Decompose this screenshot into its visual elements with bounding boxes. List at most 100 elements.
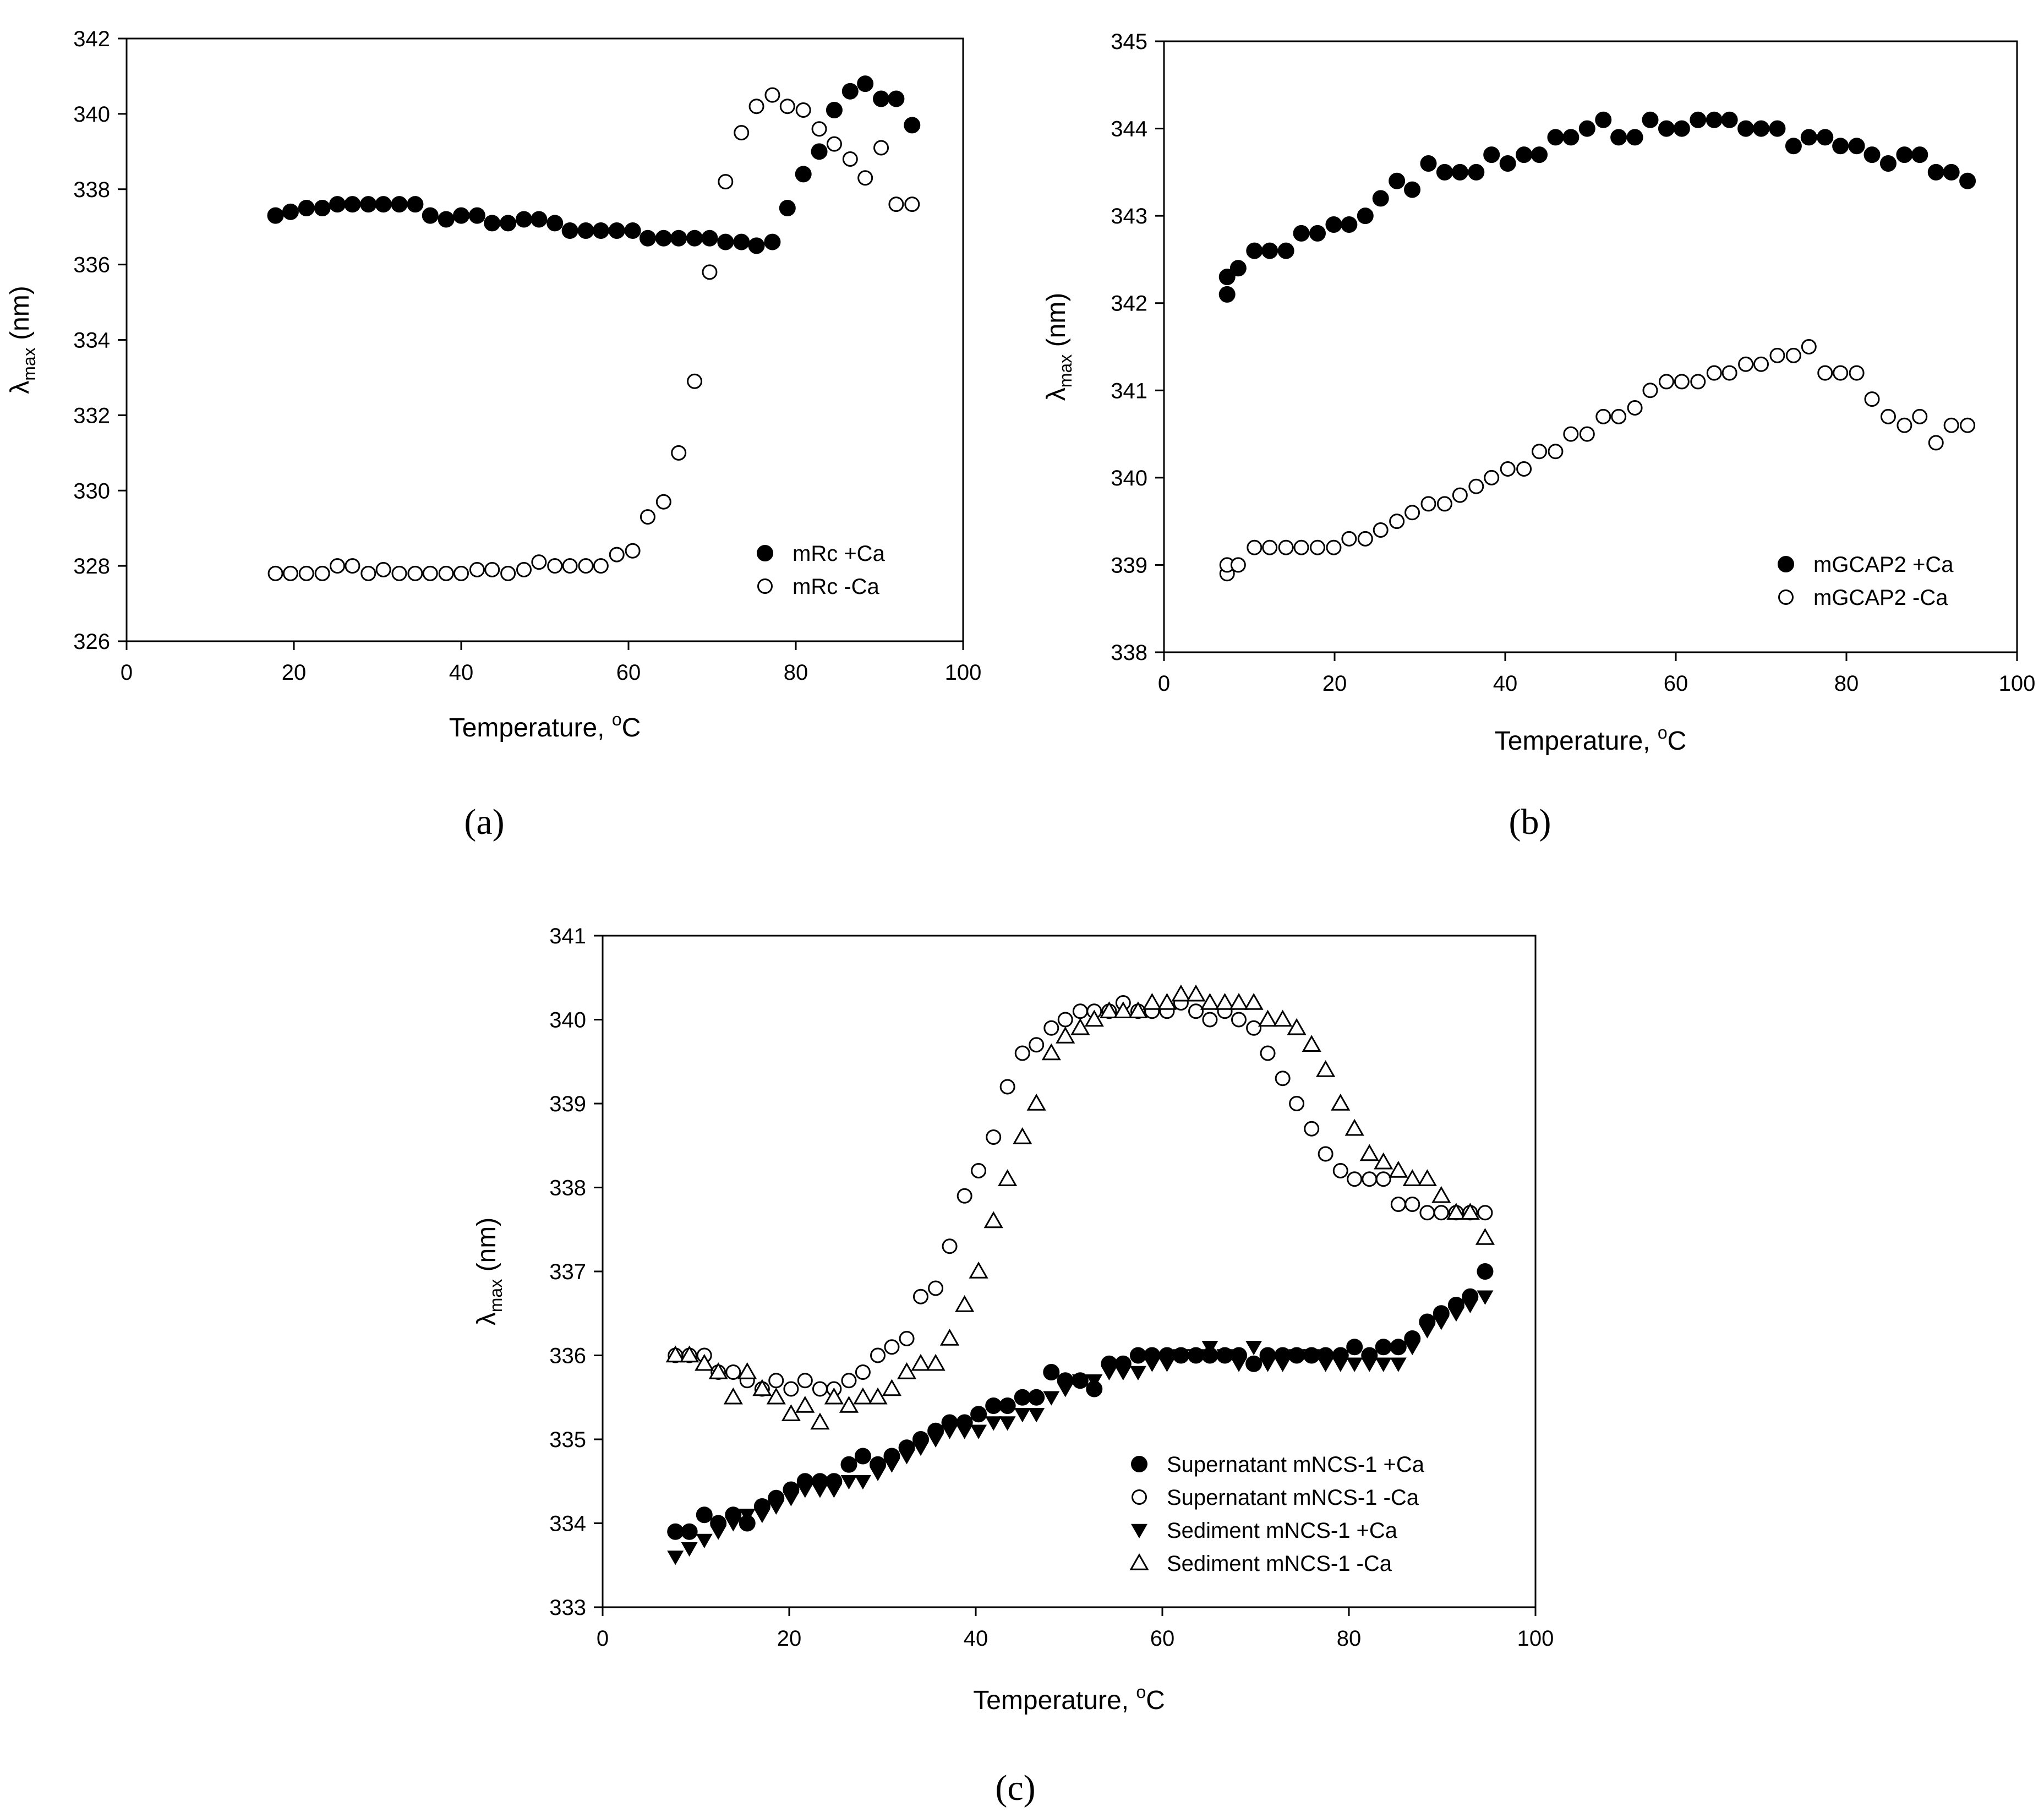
legend-marker — [757, 578, 773, 594]
data-point — [1690, 374, 1706, 390]
data-point — [1832, 138, 1849, 155]
data-point — [795, 166, 812, 183]
data-point — [904, 196, 920, 212]
data-point — [1278, 539, 1294, 555]
data-point — [857, 170, 873, 186]
data-point — [1402, 1169, 1422, 1186]
data-point — [593, 558, 609, 574]
data-point — [1246, 242, 1263, 259]
data-point — [999, 1079, 1015, 1095]
y-tick-label: 340 — [549, 1008, 586, 1033]
data-point — [702, 264, 718, 280]
data-point — [873, 90, 890, 107]
data-point — [1532, 444, 1547, 460]
data-point — [1332, 1357, 1349, 1372]
legend-label: mGCAP2 -Ca — [1813, 586, 1948, 610]
x-axis-title-unit: C — [1146, 1686, 1165, 1715]
data-point — [842, 151, 858, 167]
series-supernatant-mncs-1-ca — [668, 995, 1493, 1397]
data-point — [696, 1506, 713, 1524]
data-point — [1927, 163, 1944, 181]
data-point — [927, 1433, 944, 1448]
y-tick-label: 335 — [549, 1428, 586, 1452]
y-tick-label: 330 — [73, 479, 110, 503]
x-tick-label: 40 — [449, 660, 474, 685]
data-point — [1188, 1003, 1204, 1019]
data-point — [1316, 1060, 1336, 1077]
data-point — [1293, 539, 1309, 555]
data-point — [768, 1500, 785, 1515]
data-point — [1436, 496, 1452, 512]
data-point — [1484, 469, 1500, 485]
data-point — [577, 222, 594, 239]
panel-label: (b) — [1509, 802, 1551, 842]
x-axis-title-unit: C — [622, 713, 641, 743]
data-point — [1230, 1357, 1247, 1372]
data-point — [783, 1381, 799, 1397]
data-point — [1420, 496, 1436, 512]
chart-panel-c: 0 20 40 60 80 100 333 334 335 336 337 338 339 340 341 T… — [472, 924, 1554, 1808]
x-tick-label: 40 — [1493, 671, 1518, 696]
series-mrc-ca — [267, 75, 921, 254]
data-point — [468, 207, 485, 224]
data-point — [422, 565, 438, 581]
legend: mRc +Ca mRc -Ca — [757, 542, 886, 599]
x-axis-title-text: Temperature, — [1495, 727, 1658, 756]
data-point — [857, 75, 874, 92]
data-point — [1595, 111, 1612, 128]
data-point — [1260, 1045, 1276, 1061]
data-point — [1200, 992, 1220, 1010]
data-point — [1129, 1347, 1146, 1364]
data-point — [1468, 478, 1484, 494]
data-point — [1029, 1037, 1045, 1053]
data-point — [1218, 286, 1236, 303]
legend-marker — [1129, 1553, 1149, 1570]
data-point — [1896, 146, 1913, 163]
data-point — [1070, 1018, 1090, 1035]
panel-label: (a) — [464, 802, 504, 842]
data-point — [531, 211, 548, 228]
data-point — [1642, 383, 1658, 398]
data-point — [1215, 992, 1235, 1010]
legend-label: mRc -Ca — [793, 575, 880, 599]
data-point — [1331, 1093, 1351, 1111]
data-point — [701, 230, 718, 247]
data-point — [1346, 1339, 1363, 1356]
data-point — [1531, 146, 1548, 163]
data-point — [1578, 120, 1595, 137]
data-point — [687, 373, 703, 389]
data-point — [1753, 120, 1769, 137]
data-point — [1897, 417, 1912, 433]
data-point — [970, 1406, 987, 1423]
data-point — [783, 1492, 800, 1506]
x-tick-label: 80 — [784, 660, 808, 685]
data-point — [1359, 1144, 1379, 1161]
y-tick-label: 341 — [549, 924, 586, 948]
series-mrc-ca — [267, 87, 920, 581]
data-point — [329, 196, 346, 213]
data-point — [1960, 417, 1976, 433]
data-point — [375, 561, 391, 577]
data-point — [811, 121, 827, 137]
data-point — [1099, 1001, 1119, 1018]
data-point — [267, 565, 283, 581]
data-point — [840, 1456, 857, 1473]
data-point — [391, 196, 408, 213]
data-point — [531, 554, 547, 570]
y-axis-title-symbol: λ — [6, 381, 35, 394]
data-point — [1014, 1389, 1031, 1406]
data-point — [983, 1211, 1003, 1229]
data-point — [681, 1542, 698, 1557]
data-point — [1273, 1009, 1293, 1027]
data-point — [1959, 172, 1976, 189]
data-point — [298, 565, 314, 581]
data-point — [1357, 531, 1373, 547]
x-tick-label: 20 — [777, 1626, 802, 1651]
data-point — [1332, 1163, 1348, 1178]
data-point — [1304, 1121, 1320, 1137]
data-point — [1817, 129, 1834, 146]
data-point — [1451, 163, 1468, 181]
data-point — [1346, 1357, 1363, 1372]
x-axis-title: Temperature, oC — [973, 1682, 1165, 1715]
data-point — [391, 565, 407, 581]
